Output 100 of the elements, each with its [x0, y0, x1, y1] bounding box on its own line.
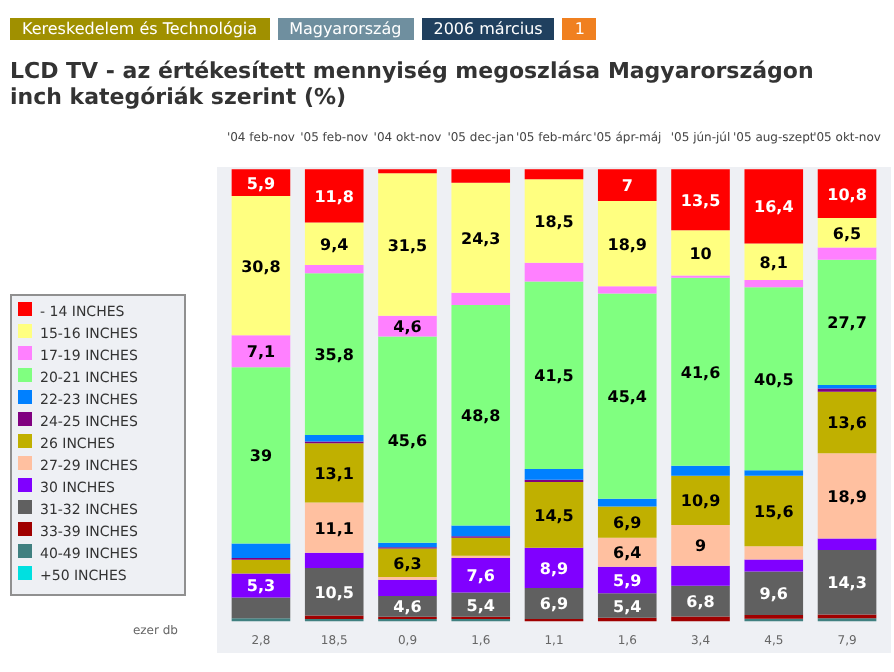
bar	[744, 287, 804, 471]
bar	[451, 537, 511, 556]
bar	[744, 475, 804, 547]
bar	[304, 265, 364, 274]
data-label: 31,5	[387, 236, 429, 255]
bar	[671, 277, 730, 466]
data-label: 5,9	[246, 174, 276, 193]
bar	[378, 579, 437, 597]
bar	[304, 222, 364, 266]
bar	[231, 543, 291, 559]
data-label: 6,4	[613, 544, 643, 563]
data-label: 9,4	[320, 235, 350, 254]
bar	[451, 304, 511, 526]
bar	[231, 597, 291, 619]
bar	[524, 469, 584, 480]
data-label: 5,3	[246, 577, 276, 596]
text: Kereskedelem és Technológia	[10, 18, 270, 40]
bar	[524, 169, 584, 180]
data-label: 16,4	[754, 198, 795, 217]
data-label: 8,9	[539, 559, 570, 578]
data-label: 10,5	[314, 583, 355, 602]
bar	[671, 525, 730, 566]
bar	[817, 538, 877, 550]
data-label: 30,8	[241, 257, 282, 276]
bar	[304, 435, 364, 442]
data-label: 10,9	[680, 492, 722, 511]
data-label: 14,3	[827, 574, 867, 593]
data-label: 11,1	[314, 519, 355, 538]
data-label: 41,5	[534, 367, 575, 386]
data-label: 8,1	[759, 253, 789, 272]
bar	[817, 391, 877, 454]
bar	[378, 336, 437, 543]
bar	[378, 173, 437, 316]
bar	[597, 293, 657, 499]
data-label: 7,1	[246, 343, 276, 362]
bar	[451, 169, 511, 183]
data-label: 10	[689, 244, 713, 263]
bar	[817, 247, 877, 260]
bar	[524, 281, 584, 469]
data-label: 13,6	[827, 414, 868, 433]
bar	[744, 559, 804, 572]
data-label: 15,6	[754, 503, 795, 522]
bar	[524, 482, 584, 548]
data-label: 11,8	[314, 187, 355, 206]
data-label: 27,7	[827, 314, 867, 333]
chart-title: LCD TV - az értékesített mennyiség megoszlása Magyarországon inch kategóriák szerint (%)	[10, 58, 814, 110]
bar	[597, 593, 657, 618]
bar	[671, 169, 730, 231]
bar	[597, 200, 657, 287]
data-label: 6,5	[832, 224, 863, 243]
data-label: 24,3	[461, 229, 501, 248]
bar	[744, 470, 804, 476]
data-label: 35,8	[314, 346, 355, 365]
data-label: 18,9	[827, 487, 868, 506]
bar	[744, 169, 804, 244]
data-label: 18,9	[607, 235, 648, 254]
data-label: 6,9	[539, 595, 570, 614]
data-label: 45,6	[387, 431, 429, 450]
data-label: 9	[694, 537, 707, 556]
bar	[304, 568, 364, 616]
bar	[671, 475, 730, 526]
data-label: 9,6	[759, 585, 789, 604]
bar	[304, 502, 364, 553]
bar	[231, 195, 291, 336]
bar	[231, 367, 291, 544]
bar	[671, 230, 730, 276]
data-label: 5,4	[613, 597, 643, 616]
bar	[304, 552, 364, 569]
data-label: 5,9	[613, 571, 643, 590]
data-label: 39	[249, 447, 273, 466]
bar	[451, 182, 511, 293]
text: Magyarország	[277, 18, 414, 40]
bar	[304, 443, 364, 503]
bar	[231, 559, 291, 574]
data-label: 13,1	[314, 464, 355, 483]
bar	[671, 565, 730, 586]
data-label: 18,5	[534, 213, 575, 232]
data-label: 6,3	[393, 554, 422, 573]
data-label: 6,8	[686, 593, 716, 612]
bar	[744, 280, 804, 288]
bar	[304, 273, 364, 436]
data-label: 4,6	[393, 598, 423, 617]
data-label: 41,6	[680, 363, 722, 382]
data-label: 10,8	[827, 185, 868, 204]
data-label: 45,4	[607, 388, 648, 407]
bar	[817, 259, 877, 385]
bar	[524, 262, 584, 282]
data-label: 7,6	[466, 567, 496, 586]
bar	[671, 616, 730, 622]
bar	[231, 335, 291, 368]
data-label: 4,6	[393, 318, 423, 337]
bar	[451, 525, 511, 537]
data-label: 7	[621, 177, 633, 196]
bar	[671, 465, 730, 476]
bar	[451, 292, 511, 305]
bar	[597, 286, 657, 294]
data-label: 13,5	[680, 191, 722, 210]
bar	[744, 571, 804, 616]
bar	[744, 546, 804, 560]
data-label: 48,8	[461, 407, 502, 426]
